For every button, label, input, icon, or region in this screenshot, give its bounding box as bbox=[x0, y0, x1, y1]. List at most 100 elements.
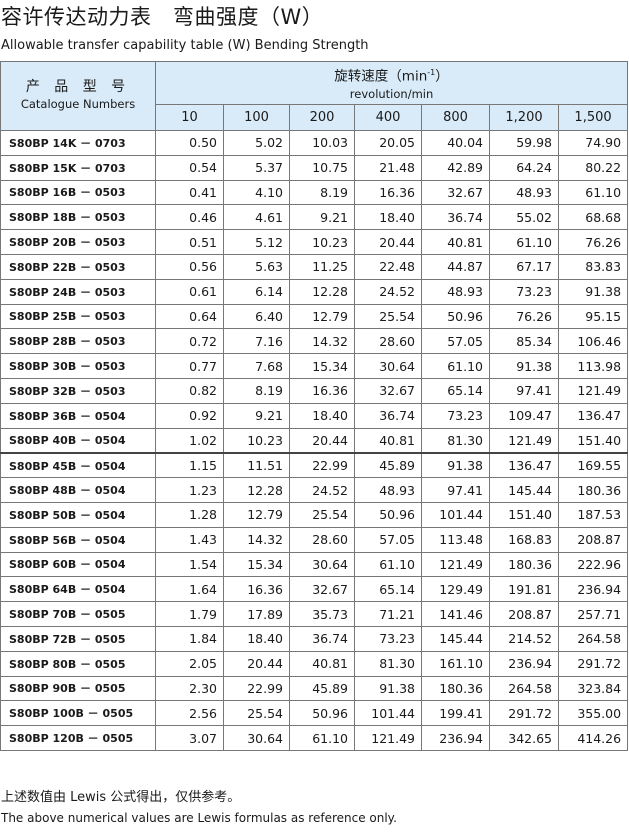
capability-value-cell: 48.93 bbox=[489, 179, 559, 206]
capability-value-cell: 36.74 bbox=[354, 402, 422, 429]
capability-value-cell: 236.94 bbox=[421, 725, 490, 751]
capability-value-cell: 73.23 bbox=[421, 402, 490, 429]
capability-value-cell: 101.44 bbox=[421, 501, 490, 528]
capability-value-cell: 16.36 bbox=[289, 377, 355, 404]
capability-value-cell: 21.48 bbox=[354, 154, 422, 181]
capability-value-cell: 5.02 bbox=[223, 130, 290, 156]
capability-value-cell: 11.51 bbox=[223, 451, 290, 479]
capability-value-cell: 0.50 bbox=[155, 130, 224, 156]
speed-column-header: 10 bbox=[155, 104, 224, 131]
table-row: S80BP 25B － 0503 0.64 6.40 12.79 25.54 50.96 7… bbox=[0, 303, 629, 330]
model-number-cell: S80BP 120B － 0505 bbox=[0, 725, 156, 751]
capability-value-cell: 1.15 bbox=[155, 451, 224, 479]
capability-value-cell: 22.48 bbox=[354, 253, 422, 280]
table-row: S80BP 100B － 0505 2.56 25.54 50.96 101.44 199… bbox=[0, 700, 629, 727]
capability-value-cell: 76.26 bbox=[489, 303, 559, 330]
capability-value-cell: 9.21 bbox=[289, 204, 355, 231]
model-number-cell: S80BP 25B － 0503 bbox=[0, 303, 156, 330]
table-row: S80BP 45B － 0504 1.15 11.51 22.99 45.89 91.38… bbox=[0, 451, 629, 479]
capability-value-cell: 16.36 bbox=[354, 179, 422, 206]
capability-value-cell: 141.46 bbox=[421, 601, 490, 627]
capability-value-cell: 18.40 bbox=[354, 204, 422, 231]
table-row: S80BP 22B － 0503 0.56 5.63 11.25 22.48 44.87 6… bbox=[0, 253, 629, 280]
table-row: S80BP 15K － 0703 0.54 5.37 10.75 21.48 42.89 6… bbox=[0, 154, 629, 181]
capability-value-cell: 257.71 bbox=[557, 601, 629, 627]
capability-value-cell: 121.49 bbox=[421, 551, 490, 578]
capability-value-cell: 50.96 bbox=[289, 700, 355, 727]
capability-value-cell: 0.46 bbox=[155, 204, 224, 231]
model-number-cell: S80BP 14K － 0703 bbox=[0, 130, 156, 156]
capability-value-cell: 1.54 bbox=[155, 551, 224, 578]
capability-value-cell: 6.14 bbox=[223, 278, 290, 305]
table-row: S80BP 70B － 0505 1.79 17.89 35.73 71.21 141.4… bbox=[0, 601, 629, 627]
speed-column-header: 1,500 bbox=[557, 104, 629, 131]
capability-value-cell: 323.84 bbox=[557, 675, 629, 702]
speed-column-header: 100 bbox=[223, 104, 290, 131]
capability-value-cell: 2.05 bbox=[155, 650, 224, 677]
catalogue-header-zh: 产 品 型 号 bbox=[25, 79, 131, 95]
model-number-cell: S80BP 32B － 0503 bbox=[0, 377, 156, 404]
capability-value-cell: 91.38 bbox=[557, 278, 629, 305]
capability-value-cell: 73.23 bbox=[354, 625, 422, 652]
capability-value-cell: 1.64 bbox=[155, 576, 224, 603]
capability-value-cell: 64.24 bbox=[489, 154, 559, 181]
speed-column-headers: 10 100 200 400 800 1,200 1,500 bbox=[1, 104, 629, 131]
capability-value-cell: 36.74 bbox=[289, 625, 355, 652]
capability-value-cell: 40.81 bbox=[354, 427, 422, 454]
capability-value-cell: 97.41 bbox=[421, 477, 490, 503]
capability-value-cell: 180.36 bbox=[421, 675, 490, 702]
capability-value-cell: 36.74 bbox=[421, 204, 490, 231]
capability-value-cell: 113.48 bbox=[421, 526, 490, 553]
model-number-cell: S80BP 15K － 0703 bbox=[0, 154, 156, 181]
speed-header-en: revolution/min bbox=[349, 86, 434, 101]
capability-value-cell: 187.53 bbox=[557, 501, 629, 528]
transfer-capability-table: 产 品 型 号 Catalogue Numbers 旋转速度（min-1） re… bbox=[0, 61, 629, 751]
capability-value-cell: 0.72 bbox=[155, 328, 224, 355]
speed-column-header: 400 bbox=[354, 104, 422, 131]
capability-value-cell: 101.44 bbox=[354, 700, 422, 727]
capability-value-cell: 7.68 bbox=[223, 353, 290, 379]
capability-value-cell: 61.10 bbox=[354, 551, 422, 578]
capability-value-cell: 65.14 bbox=[421, 377, 490, 404]
capability-value-cell: 20.05 bbox=[354, 130, 422, 156]
table-row: S80BP 50B － 0504 1.28 12.79 25.54 50.96 101.4… bbox=[0, 501, 629, 528]
capability-value-cell: 5.12 bbox=[223, 229, 290, 255]
capability-value-cell: 136.47 bbox=[557, 402, 629, 429]
capability-value-cell: 9.21 bbox=[223, 402, 290, 429]
capability-value-cell: 28.60 bbox=[354, 328, 422, 355]
capability-value-cell: 1.02 bbox=[155, 427, 224, 454]
capability-value-cell: 16.36 bbox=[223, 576, 290, 603]
capability-value-cell: 67.17 bbox=[489, 253, 559, 280]
capability-value-cell: 61.10 bbox=[489, 229, 559, 255]
capability-value-cell: 1.23 bbox=[155, 477, 224, 503]
capability-value-cell: 3.07 bbox=[155, 725, 224, 751]
capability-value-cell: 136.47 bbox=[489, 451, 559, 479]
capability-value-cell: 236.94 bbox=[489, 650, 559, 677]
capability-value-cell: 14.32 bbox=[289, 328, 355, 355]
capability-value-cell: 44.87 bbox=[421, 253, 490, 280]
model-number-cell: S80BP 70B － 0505 bbox=[0, 601, 156, 627]
model-number-cell: S80BP 22B － 0503 bbox=[0, 253, 156, 280]
capability-value-cell: 129.49 bbox=[421, 576, 490, 603]
table-row: S80BP 80B － 0505 2.05 20.44 40.81 81.30 161.1… bbox=[0, 650, 629, 677]
capability-value-cell: 208.87 bbox=[489, 601, 559, 627]
table-body: S80BP 14K － 0703 0.50 5.02 10.03 20.05 40.04 5… bbox=[0, 130, 629, 751]
capability-value-cell: 199.41 bbox=[421, 700, 490, 727]
model-number-cell: S80BP 60B － 0504 bbox=[0, 551, 156, 578]
capability-value-cell: 0.41 bbox=[155, 179, 224, 206]
capability-value-cell: 50.96 bbox=[354, 501, 422, 528]
capability-value-cell: 12.28 bbox=[223, 477, 290, 503]
capability-value-cell: 0.77 bbox=[155, 353, 224, 379]
capability-value-cell: 45.89 bbox=[354, 451, 422, 479]
table-row: S80BP 60B － 0504 1.54 15.34 30.64 61.10 121.4… bbox=[0, 551, 629, 578]
model-number-cell: S80BP 20B － 0503 bbox=[0, 229, 156, 255]
capability-value-cell: 5.37 bbox=[223, 154, 290, 181]
table-row: S80BP 24B － 0503 0.61 6.14 12.28 24.52 48.93 7… bbox=[0, 278, 629, 305]
capability-value-cell: 57.05 bbox=[421, 328, 490, 355]
capability-value-cell: 2.56 bbox=[155, 700, 224, 727]
footnote-zh: 上述数值由 Lewis 公式得出，仅供参考。 bbox=[1, 790, 241, 805]
capability-value-cell: 32.67 bbox=[354, 377, 422, 404]
capability-value-cell: 81.30 bbox=[354, 650, 422, 677]
capability-value-cell: 161.10 bbox=[421, 650, 490, 677]
capability-value-cell: 168.83 bbox=[489, 526, 559, 553]
